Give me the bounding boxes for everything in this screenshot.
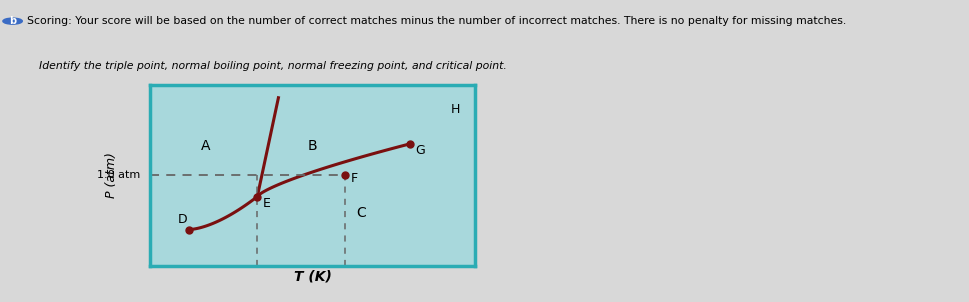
Text: b: b bbox=[9, 16, 16, 26]
Text: Identify the triple point, normal boiling point, normal freezing point, and crit: Identify the triple point, normal boilin… bbox=[39, 61, 507, 72]
Text: P (atm): P (atm) bbox=[105, 152, 118, 198]
Text: 1.0 atm: 1.0 atm bbox=[97, 170, 141, 180]
Text: D: D bbox=[178, 213, 187, 226]
Text: H: H bbox=[451, 103, 460, 116]
Text: E: E bbox=[264, 197, 271, 210]
Text: C: C bbox=[357, 206, 366, 220]
Text: Scoring: Your score will be based on the number of correct matches minus the num: Scoring: Your score will be based on the… bbox=[27, 16, 846, 26]
Text: F: F bbox=[351, 172, 359, 185]
X-axis label: T (K): T (K) bbox=[294, 270, 331, 284]
Text: G: G bbox=[415, 144, 424, 157]
Text: B: B bbox=[308, 139, 317, 153]
Text: A: A bbox=[201, 139, 210, 153]
